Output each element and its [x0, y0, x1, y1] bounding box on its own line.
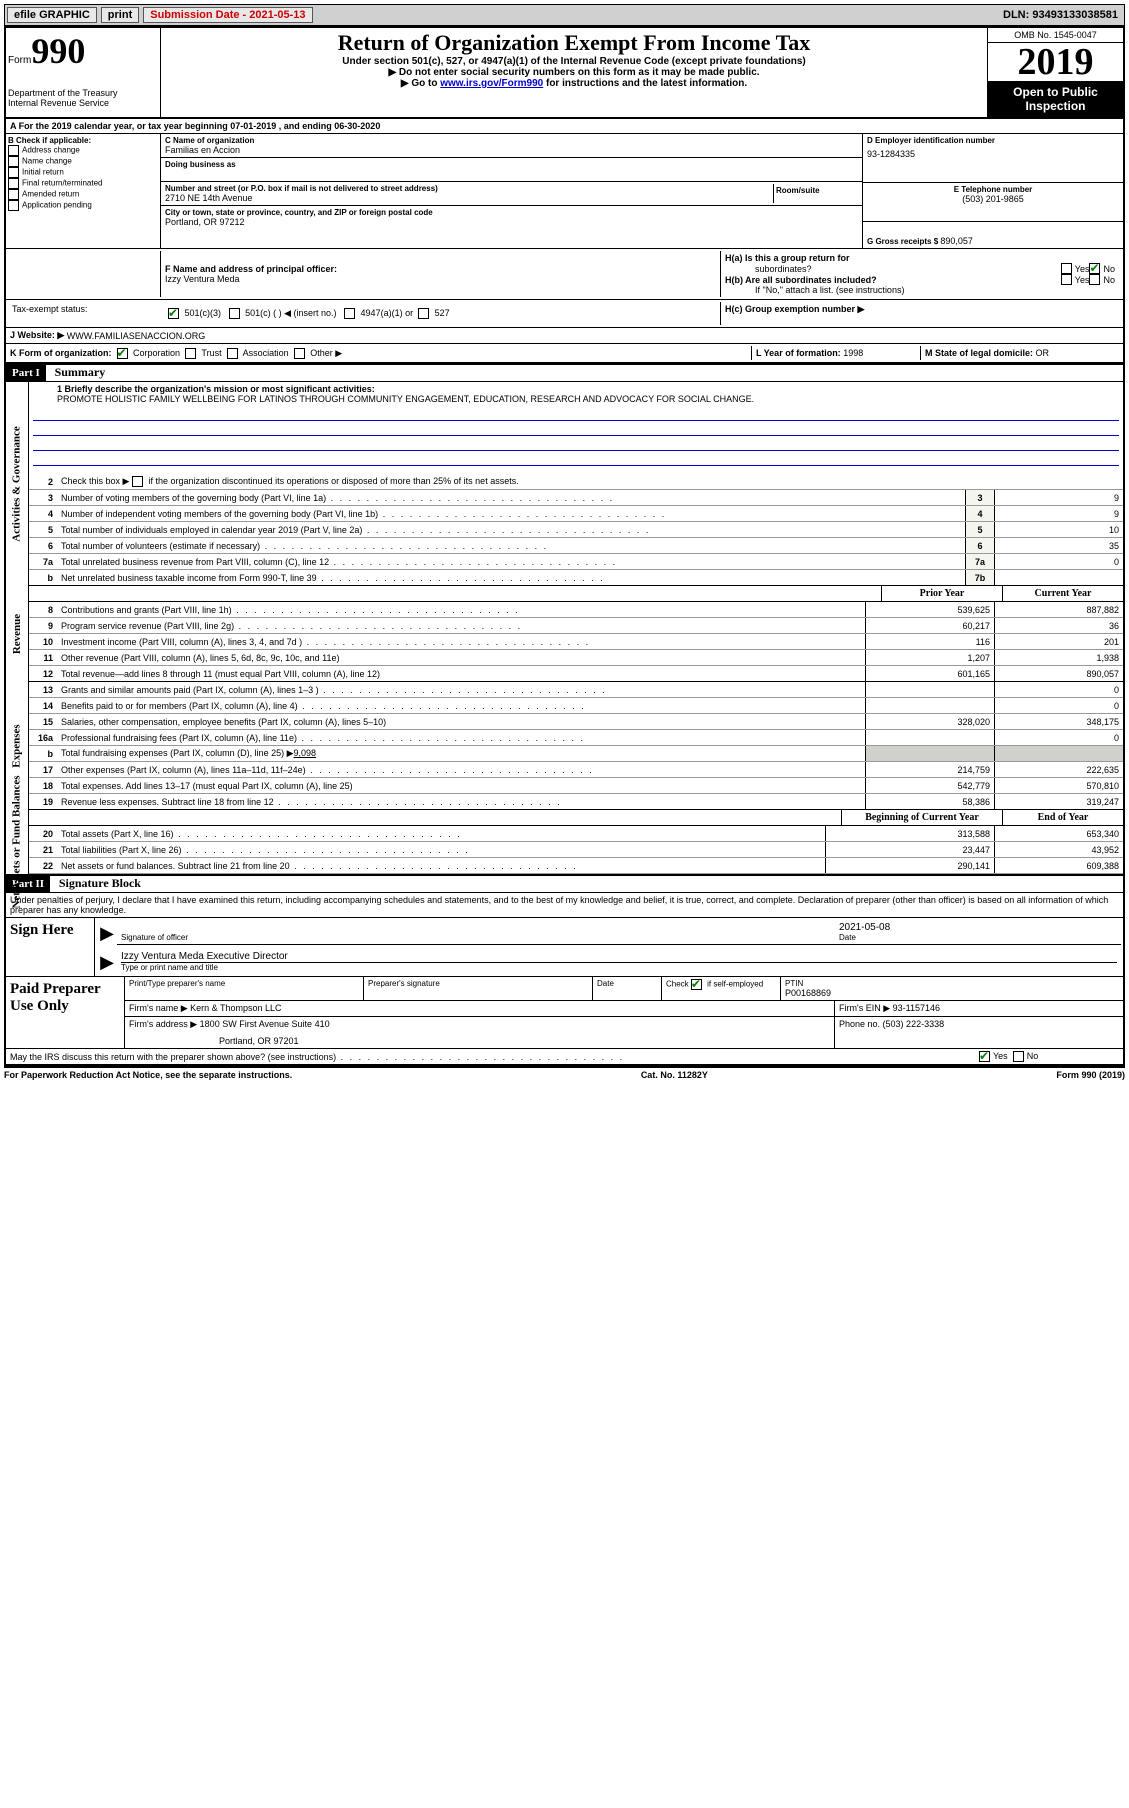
instr-1: ▶ Do not enter social security numbers o…: [167, 67, 981, 78]
self-emp-check[interactable]: [691, 979, 702, 990]
final-check[interactable]: [8, 178, 19, 189]
irs-link[interactable]: www.irs.gov/Form990: [440, 78, 543, 89]
hb-no[interactable]: [1089, 274, 1100, 285]
tax-year: 2019: [988, 43, 1123, 81]
other-check[interactable]: [294, 348, 305, 359]
527-check[interactable]: [418, 308, 429, 319]
netassets-section: Net Assets or Fund Balances Beginning of…: [6, 810, 1123, 874]
submission-date: Submission Date - 2021-05-13: [143, 7, 312, 23]
header-left: Form990 Department of the TreasuryIntern…: [6, 28, 161, 117]
org-name: Familias en Accion: [165, 145, 858, 155]
501c3-check[interactable]: [168, 308, 179, 319]
section-b: B Check if applicable: Address change Na…: [6, 134, 161, 248]
header-right: OMB No. 1545-0047 2019 Open to Public In…: [987, 28, 1123, 117]
revenue-section: Revenue Prior YearCurrent Year 8Contribu…: [6, 586, 1123, 682]
org-address: 2710 NE 14th Avenue: [165, 193, 773, 203]
name-change-check[interactable]: [8, 156, 19, 167]
print-button[interactable]: print: [101, 7, 139, 23]
footer: For Paperwork Reduction Act Notice, see …: [4, 1066, 1125, 1082]
website: WWW.FAMILIASENACCION.ORG: [67, 331, 206, 341]
addr-change-check[interactable]: [8, 145, 19, 156]
app-check[interactable]: [8, 200, 19, 211]
form-prefix: Form: [8, 55, 31, 66]
form-subtitle: Under section 501(c), 527, or 4947(a)(1)…: [167, 56, 981, 67]
dept-label: Department of the TreasuryInternal Reven…: [8, 88, 158, 108]
expenses-section: Expenses 13Grants and similar amounts pa…: [6, 682, 1123, 810]
org-city: Portland, OR 97212: [165, 217, 858, 227]
dln: DLN: 93493133038581: [1003, 9, 1122, 21]
form-container: Form990 Department of the TreasuryIntern…: [4, 26, 1125, 1066]
v3: 9: [994, 490, 1123, 505]
discuss-yes[interactable]: [979, 1051, 990, 1062]
period-row: A For the 2019 calendar year, or tax yea…: [6, 119, 1123, 134]
header: Form990 Department of the TreasuryIntern…: [6, 28, 1123, 119]
paid-preparer: Paid Preparer Use Only Print/Type prepar…: [6, 977, 1123, 1049]
tax-status-row: Tax-exempt status: 501(c)(3) 501(c) ( ) …: [6, 300, 1123, 328]
instr-2: ▶ Go to www.irs.gov/Form990 for instruct…: [167, 78, 981, 89]
ha-no[interactable]: [1089, 263, 1100, 274]
desc-line: [33, 436, 1119, 451]
v7b: [994, 570, 1123, 585]
officer-name: Izzy Ventura Meda: [165, 274, 716, 284]
initial-check[interactable]: [8, 167, 19, 178]
hb-yes[interactable]: [1061, 274, 1072, 285]
top-bar: efile GRAPHIC print Submission Date - 20…: [4, 4, 1125, 26]
firm-address: 1800 SW First Avenue Suite 410: [200, 1019, 330, 1029]
form-title: Return of Organization Exempt From Incom…: [167, 30, 981, 56]
gross-receipts: 890,057: [940, 236, 973, 246]
form-org-row: K Form of organization: Corporation Trus…: [6, 344, 1123, 363]
desc-line: [33, 406, 1119, 421]
desc-line: [33, 421, 1119, 436]
officer-row: F Name and address of principal officer:…: [6, 249, 1123, 300]
phone: (503) 201-9865: [867, 194, 1119, 204]
v6: 35: [994, 538, 1123, 553]
penalties-text: Under penalties of perjury, I declare th…: [6, 893, 1123, 918]
open-public: Open to Public Inspection: [988, 81, 1123, 117]
part1-header: Part I Summary: [6, 363, 1123, 382]
section-c: C Name of organization Familias en Accio…: [161, 134, 863, 248]
activities-section: Activities & Governance 1 Briefly descri…: [6, 382, 1123, 586]
website-row: J Website: ▶ WWW.FAMILIASENACCION.ORG: [6, 328, 1123, 344]
info-grid: B Check if applicable: Address change Na…: [6, 134, 1123, 249]
v5: 10: [994, 522, 1123, 537]
501c-check[interactable]: [229, 308, 240, 319]
corp-check[interactable]: [117, 348, 128, 359]
v7a: 0: [994, 554, 1123, 569]
header-center: Return of Organization Exempt From Incom…: [161, 28, 987, 117]
sign-here: Sign Here ▶ Signature of officer 2021-05…: [6, 918, 1123, 977]
efile-label: efile GRAPHIC: [7, 7, 97, 23]
assoc-check[interactable]: [227, 348, 238, 359]
firm-ein: 93-1157146: [893, 1003, 940, 1013]
v4: 9: [994, 506, 1123, 521]
trust-check[interactable]: [185, 348, 196, 359]
ein: 93-1284335: [867, 145, 1119, 159]
domicile: OR: [1036, 348, 1050, 358]
form-number: 990: [31, 31, 85, 71]
mission-text: PROMOTE HOLISTIC FAMILY WELLBEING FOR LA…: [57, 394, 754, 404]
year-formation: 1998: [843, 348, 863, 358]
ha-yes[interactable]: [1061, 263, 1072, 274]
officer-sig-name: Izzy Ventura Meda Executive Director: [121, 951, 1117, 963]
firm-name: Kern & Thompson LLC: [190, 1003, 281, 1013]
4947-check[interactable]: [344, 308, 355, 319]
part2-header: Part II Signature Block: [6, 874, 1123, 893]
section-d: D Employer identification number 93-1284…: [863, 134, 1123, 248]
l2-check[interactable]: [132, 476, 143, 487]
firm-phone: (503) 222-3338: [883, 1019, 945, 1029]
discuss-no[interactable]: [1013, 1051, 1024, 1062]
desc-line: [33, 451, 1119, 466]
amended-check[interactable]: [8, 189, 19, 200]
